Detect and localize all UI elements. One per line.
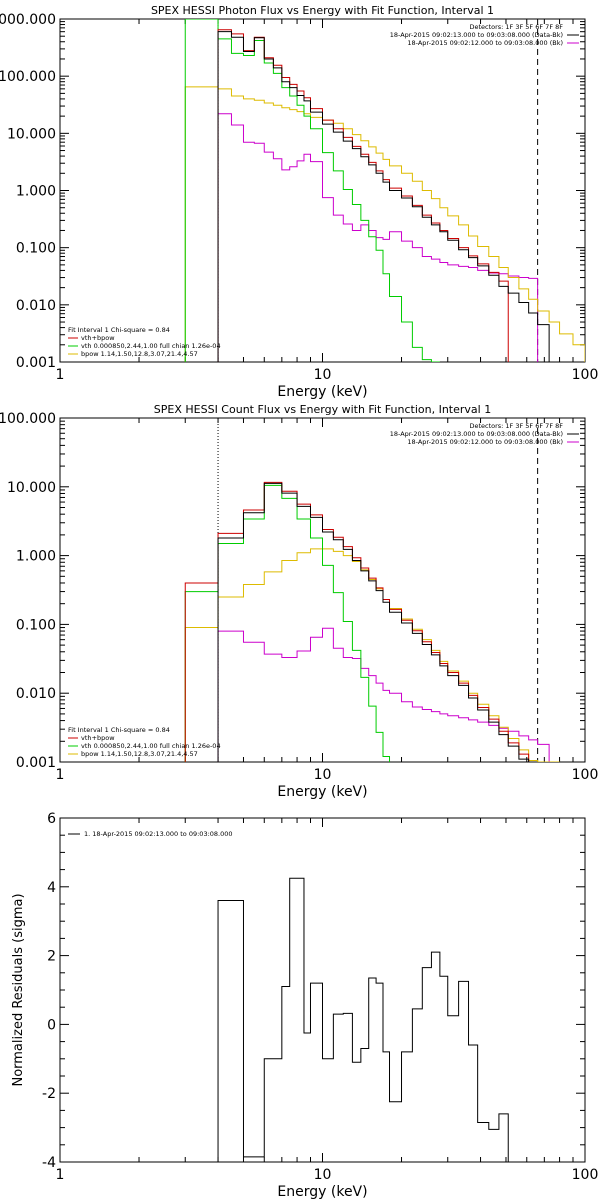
x-tick-label: 100 [572, 767, 599, 783]
y-tick-label: 0.010 [16, 298, 56, 314]
series-total [217, 31, 550, 362]
x-tick-label: 10 [314, 367, 332, 383]
x-tick-label: 1 [56, 1167, 65, 1183]
series-total [217, 877, 538, 1162]
y-tick-label: -2 [42, 1086, 56, 1102]
legend-entry: Fit Interval 1 Chi-square = 0.84 [68, 726, 170, 734]
series-background [217, 627, 550, 762]
photon-flux-panel: SPEX HESSI Photon Flux vs Energy with Fi… [0, 4, 598, 400]
legend-entry: vth 0.000850,2.44,1.00 full chian 1.26e-… [81, 742, 221, 750]
series-bpow [184, 86, 585, 362]
y-tick-label: 0.001 [16, 355, 56, 371]
chart-title: SPEX HESSI Count Flux vs Energy with Fit… [154, 403, 491, 416]
y-tick-label: 0.100 [16, 617, 56, 633]
y-axis-label: Normalized Residuals (sigma) [11, 893, 26, 1086]
y-tick-label: 10.000 [7, 480, 56, 496]
y-tick-label: 100.000 [0, 69, 56, 85]
legend-entry: bpow 1.14,1.50,12.8,3.07,21.4,4.57 [81, 750, 198, 758]
y-tick-label: 0.100 [16, 241, 56, 257]
x-tick-label: 1 [56, 767, 65, 783]
y-tick-label: 2 [47, 949, 56, 965]
plot-frame [59, 417, 586, 763]
x-axis-label: Energy (keV) [277, 1184, 367, 1200]
series-background [217, 113, 539, 362]
x-axis-label: Energy (keV) [277, 784, 367, 800]
legend-entry: vth+bpow [81, 734, 115, 742]
series-fit_total [217, 29, 509, 362]
legend-entry: 18-Apr-2015 09:02:12.000 to 09:03:08.000… [407, 39, 563, 47]
y-tick-label: 1000.000 [0, 12, 56, 28]
y-tick-label: 6 [47, 811, 56, 827]
y-tick-label: 0.010 [16, 686, 56, 702]
y-tick-label: 4 [47, 880, 56, 896]
x-tick-label: 100 [572, 1167, 599, 1183]
legend-entry: bpow 1.14,1.50,12.8,3.07,21.4,4.57 [81, 350, 198, 358]
x-axis-label: Energy (keV) [277, 384, 367, 400]
count-flux-panel: SPEX HESSI Count Flux vs Energy with Fit… [0, 403, 598, 800]
legend-entry: Detectors: 1F 3F 5F 6F 7F 8F [469, 422, 563, 430]
y-tick-label: 10.000 [7, 126, 56, 142]
y-tick-label: 0.001 [16, 755, 56, 771]
legend-entry: 18-Apr-2015 09:02:13.000 to 09:03:08.000… [390, 31, 563, 39]
x-tick-label: 1 [56, 367, 65, 383]
legend-entry: 18-Apr-2015 09:02:13.000 to 09:03:08.000… [390, 430, 563, 438]
legend-entry: 1. 18-Apr-2015 09:02:13.000 to 09:03:08.… [84, 830, 233, 838]
legend-entry: Fit Interval 1 Chi-square = 0.84 [68, 326, 170, 334]
series-total [217, 482, 530, 762]
residuals-panel: 1 10 100 Energy (keV) -4 -2 0 2 4 6 Normalized Res… [11, 811, 598, 1200]
y-tick-label: 100.000 [0, 411, 56, 427]
y-tick-label: 0 [47, 1017, 56, 1033]
legend-entry: Detectors: 1F 3F 5F 6F 7F 8F [469, 23, 563, 31]
y-tick-label: -4 [42, 1155, 56, 1171]
legend-entry: vth+bpow [81, 334, 115, 342]
legend-entry: vth 0.000850,2.44,1.00 full chian 1.26e-… [81, 342, 221, 350]
x-tick-label: 10 [314, 1167, 332, 1183]
legend-entry: 18-Apr-2015 09:02:12.000 to 09:03:08.000… [407, 438, 563, 446]
series-vth [184, 484, 391, 762]
x-tick-label: 100 [572, 367, 599, 383]
chart-title: SPEX HESSI Photon Flux vs Energy with Fi… [151, 4, 494, 17]
x-tick-label: 10 [314, 767, 332, 783]
y-tick-label: 1.000 [16, 549, 56, 565]
y-tick-label: 1.000 [16, 184, 56, 200]
